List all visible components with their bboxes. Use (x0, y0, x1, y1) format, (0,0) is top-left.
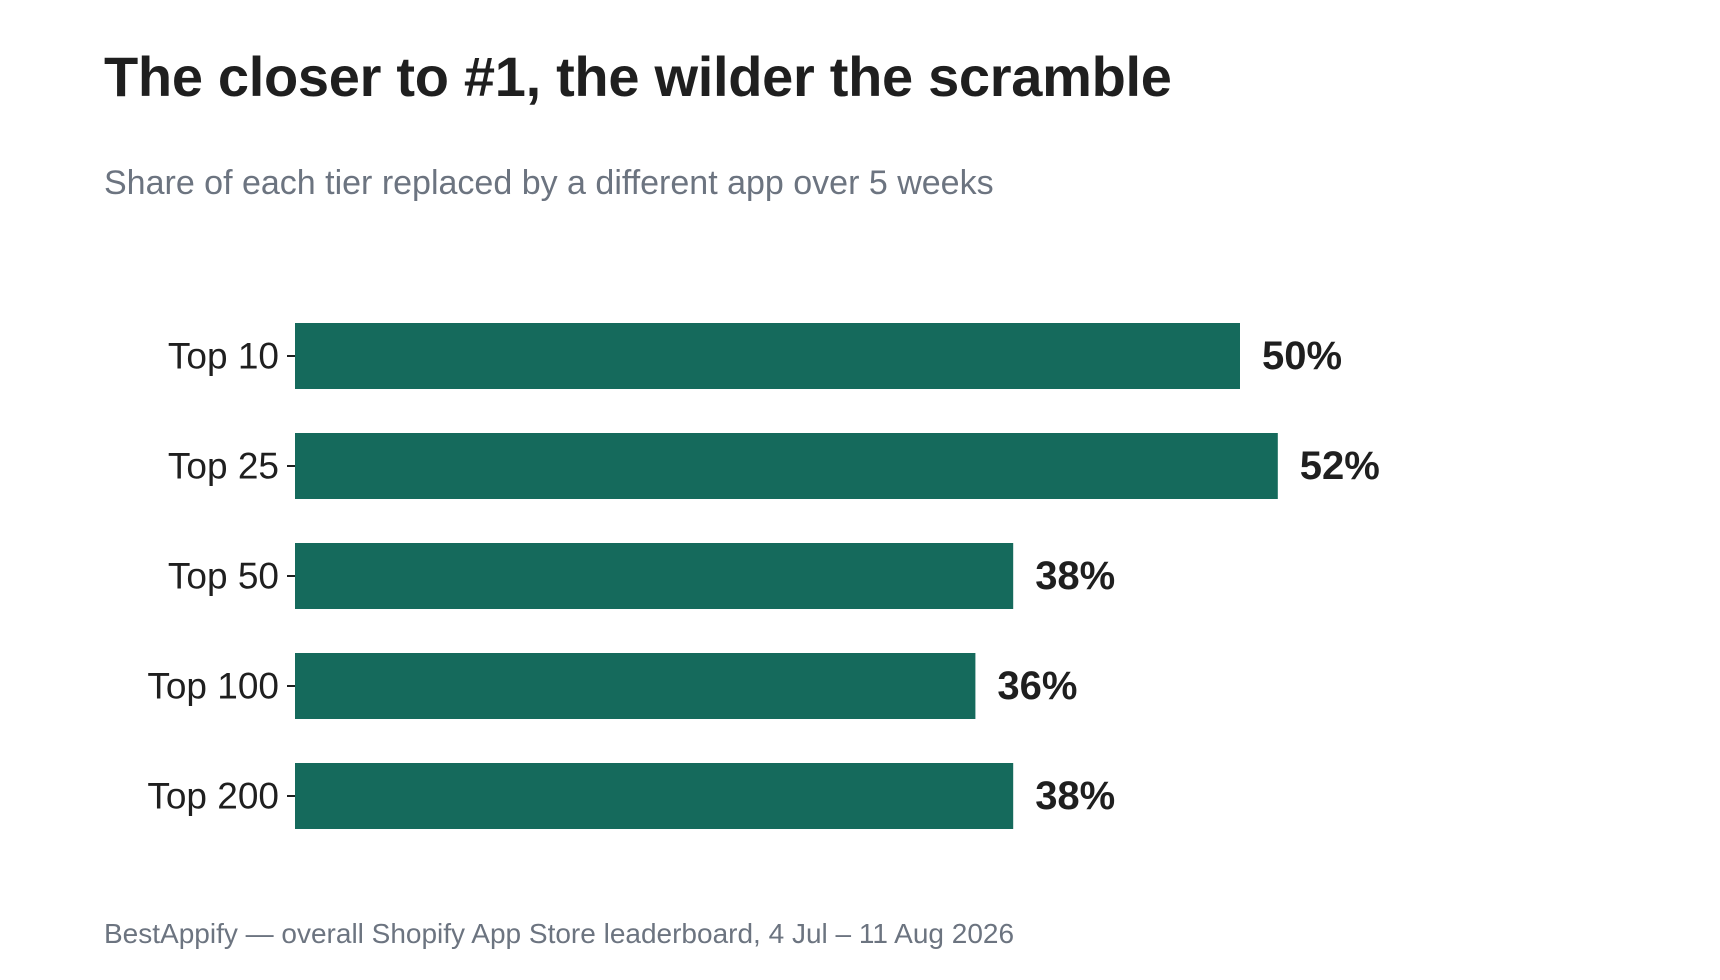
chart-title: The closer to #1, the wilder the scrambl… (104, 45, 1172, 108)
chart-subtitle: Share of each tier replaced by a differe… (104, 164, 994, 202)
bar (295, 323, 1240, 389)
category-label: Top 200 (147, 776, 279, 817)
value-label: 50% (1262, 334, 1342, 378)
category-label: Top 100 (147, 666, 279, 707)
value-label: 38% (1035, 554, 1115, 598)
bar (295, 543, 1014, 609)
value-label: 38% (1035, 774, 1115, 818)
category-label: Top 10 (168, 336, 279, 377)
category-label: Top 25 (168, 446, 279, 487)
category-label: Top 50 (168, 556, 279, 597)
source-note: BestAppify — overall Shopify App Store l… (104, 918, 1015, 949)
bar (295, 763, 1014, 829)
value-label: 36% (997, 664, 1077, 708)
bar (295, 653, 976, 719)
value-label: 52% (1300, 444, 1380, 488)
bar (295, 433, 1278, 499)
